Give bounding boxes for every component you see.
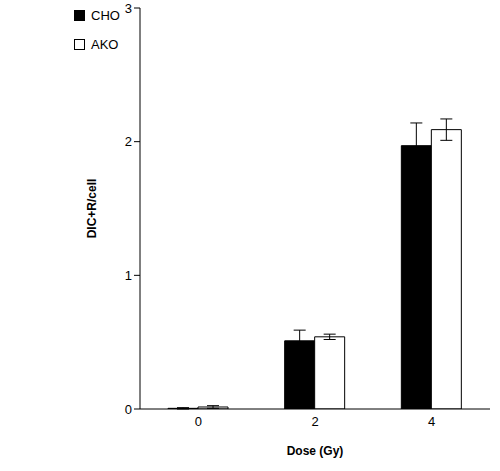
svg-text:3: 3 bbox=[125, 1, 132, 16]
svg-text:DIC+R/cell: DIC+R/cell bbox=[85, 179, 99, 239]
svg-text:1: 1 bbox=[125, 268, 132, 283]
svg-text:2: 2 bbox=[125, 134, 132, 149]
html-text:CHO: CHO bbox=[91, 8, 120, 23]
svg-text:Dose (Gy): Dose (Gy) bbox=[287, 444, 344, 458]
svg-text:2: 2 bbox=[311, 414, 318, 429]
svg-text:0: 0 bbox=[125, 402, 132, 417]
svg-text:4: 4 bbox=[428, 414, 435, 429]
html-text:AKO: AKO bbox=[91, 37, 119, 52]
svg-text:0: 0 bbox=[195, 414, 202, 429]
